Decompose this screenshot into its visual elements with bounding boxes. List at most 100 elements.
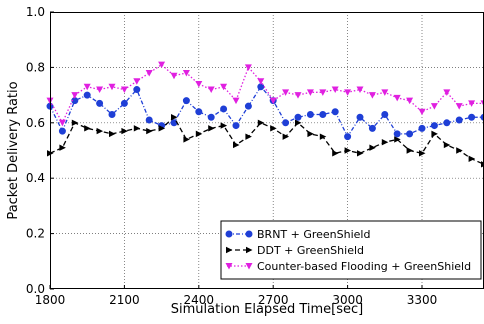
- data-point: [332, 109, 338, 115]
- data-point: [146, 128, 153, 134]
- data-point: [357, 114, 363, 120]
- data-point: [134, 125, 141, 131]
- series-line: [50, 117, 484, 164]
- legend-label: DDT + GreenShield: [257, 244, 364, 257]
- data-point: [283, 120, 289, 126]
- data-point: [344, 89, 351, 96]
- data-point: [208, 125, 215, 131]
- data-point: [419, 125, 425, 131]
- data-point: [406, 98, 413, 105]
- data-point: [469, 114, 475, 120]
- data-point: [84, 84, 91, 91]
- data-point: [97, 100, 103, 106]
- y-tick-label: 0.4: [26, 171, 45, 185]
- data-point: [133, 78, 140, 85]
- data-point: [456, 147, 463, 153]
- data-point: [345, 147, 352, 153]
- x-tick-label: 2100: [109, 293, 140, 307]
- data-point: [456, 117, 462, 123]
- data-point: [444, 120, 450, 126]
- x-tick-label: 3300: [407, 293, 438, 307]
- data-point: [382, 111, 388, 117]
- data-point: [196, 131, 203, 137]
- series-layer: [47, 62, 484, 168]
- data-point: [71, 92, 78, 99]
- legend-label: Counter-based Flooding + GreenShield: [257, 260, 471, 273]
- data-point: [208, 87, 215, 94]
- data-point: [419, 109, 426, 116]
- data-point: [233, 142, 240, 148]
- data-point: [183, 136, 190, 142]
- data-point: [245, 103, 251, 109]
- data-point: [444, 142, 451, 148]
- data-point: [233, 123, 239, 129]
- data-point: [220, 84, 227, 91]
- y-tick-label: 1.0: [26, 5, 45, 19]
- data-point: [84, 92, 90, 98]
- data-point: [146, 117, 152, 123]
- data-point: [407, 131, 413, 137]
- data-point: [245, 133, 252, 139]
- data-point: [394, 95, 401, 102]
- data-point: [257, 78, 264, 85]
- data-point: [195, 81, 202, 88]
- data-point: [381, 89, 388, 96]
- data-point: [72, 120, 79, 126]
- data-point: [59, 128, 65, 134]
- data-point: [369, 125, 375, 131]
- data-point: [295, 92, 302, 99]
- data-point: [394, 131, 400, 137]
- data-point: [456, 103, 463, 110]
- data-point: [96, 87, 103, 94]
- y-tick-label: 0.8: [26, 60, 45, 74]
- data-point: [59, 145, 66, 151]
- data-point: [121, 100, 127, 106]
- data-point: [196, 109, 202, 115]
- data-point: [431, 123, 437, 129]
- data-point: [320, 133, 327, 139]
- data-point: [109, 111, 115, 117]
- y-tick-label: 0.2: [26, 227, 45, 241]
- data-point: [208, 114, 214, 120]
- data-point: [221, 106, 227, 112]
- data-point: [258, 120, 265, 126]
- data-point: [307, 111, 313, 117]
- data-point: [283, 133, 290, 139]
- legend-label: BRNT + GreenShield: [257, 228, 370, 241]
- data-point: [369, 145, 376, 151]
- data-point: [320, 111, 326, 117]
- data-point: [431, 131, 438, 137]
- data-point: [171, 120, 177, 126]
- data-point: [382, 139, 389, 145]
- data-point: [171, 73, 178, 80]
- data-point: [357, 150, 364, 156]
- x-axis-label: Simulation Elapsed Time[sec]: [171, 302, 363, 317]
- data-point: [407, 147, 414, 153]
- data-point: [295, 114, 301, 120]
- data-point: [121, 87, 128, 94]
- data-point: [121, 128, 128, 134]
- data-point: [369, 92, 376, 99]
- legend-marker: [226, 231, 232, 237]
- x-tick-label: 1800: [35, 293, 66, 307]
- data-point: [419, 150, 426, 156]
- series-1: [47, 114, 484, 167]
- series-0: [47, 84, 484, 140]
- data-point: [332, 150, 339, 156]
- data-point: [97, 128, 104, 134]
- y-axis-label: Packet Delivery Ratio: [6, 81, 21, 219]
- legend-marker: [246, 231, 252, 237]
- data-point: [183, 98, 189, 104]
- data-point: [84, 125, 91, 131]
- legend: BRNT + GreenShield DDT + GreenShield Count…: [221, 221, 481, 279]
- data-point: [146, 70, 153, 77]
- data-point: [109, 131, 116, 137]
- data-point: [221, 122, 228, 128]
- data-point: [233, 98, 240, 105]
- data-point: [282, 89, 289, 96]
- data-point: [431, 103, 438, 110]
- data-point: [469, 156, 476, 162]
- data-point: [307, 131, 314, 137]
